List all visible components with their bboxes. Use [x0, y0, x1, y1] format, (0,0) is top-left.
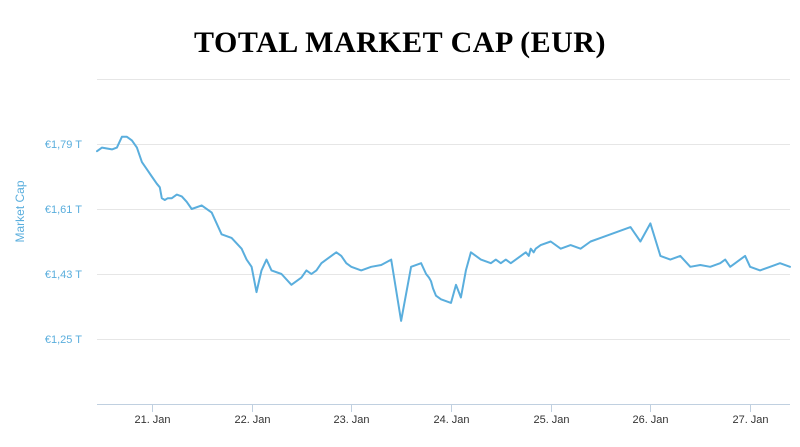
y-tick-label: €1,25 T: [45, 334, 82, 346]
y-tick-label: €1,61 T: [45, 204, 82, 216]
series-layer: [96, 135, 791, 322]
y-axis-label: Market Cap: [13, 180, 27, 242]
x-tick-label: 23. Jan: [333, 414, 369, 426]
grid-lines: [97, 79, 790, 340]
x-tick-label: 27. Jan: [732, 414, 768, 426]
x-tick-label: 22. Jan: [234, 414, 270, 426]
y-tick-label: €1,43 T: [45, 269, 82, 281]
y-tick-label: €1,79 T: [45, 139, 82, 151]
x-tick-label: 24. Jan: [433, 414, 469, 426]
y-axis-ticks: €1,25 T €1,43 T €1,61 T €1,79 T: [45, 139, 82, 346]
x-tick-label: 25. Jan: [533, 414, 569, 426]
chart-title: TOTAL MARKET CAP (EUR): [194, 26, 606, 59]
x-tick-label: 21. Jan: [134, 414, 170, 426]
series-line: [96, 135, 791, 322]
x-tick-label: 26. Jan: [632, 414, 668, 426]
x-axis: 21. Jan 22. Jan 23. Jan 24. Jan 25. Jan 26. J…: [97, 404, 790, 426]
